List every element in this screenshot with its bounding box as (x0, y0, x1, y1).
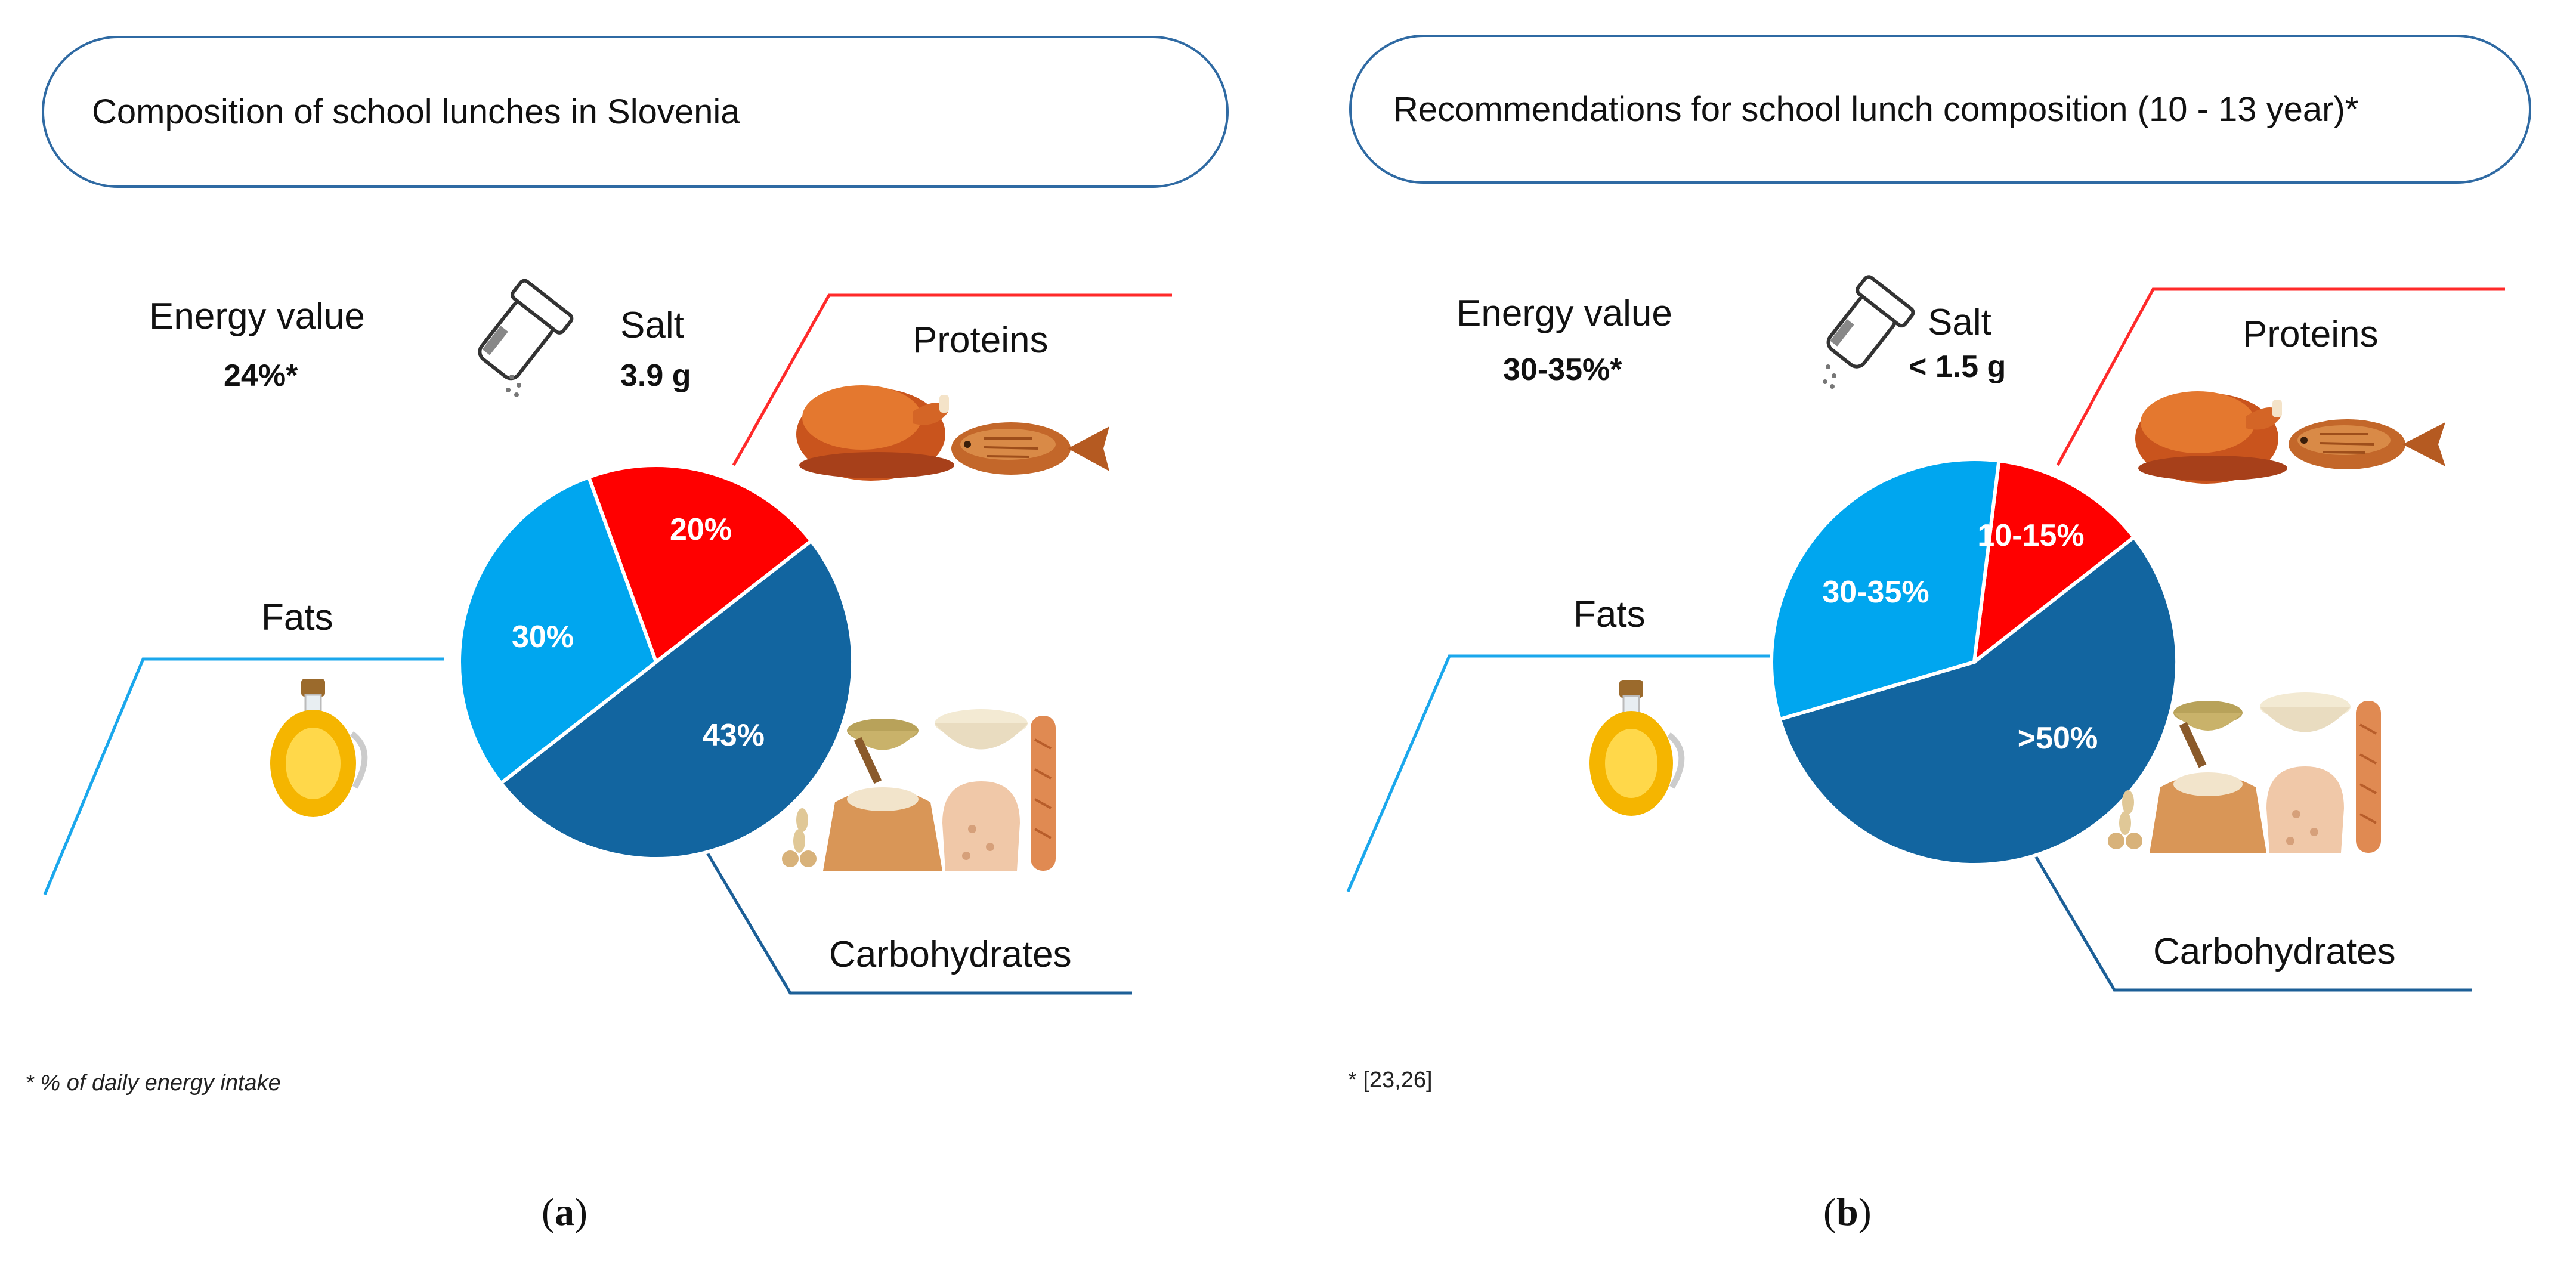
roast-chicken-icon (2135, 391, 2287, 484)
flour-sack-icon (823, 737, 942, 871)
panel-label-b: (b) (1823, 1190, 1872, 1235)
fats-label-b: Fats (1573, 593, 1646, 636)
proteins-label-b: Proteins (2243, 313, 2378, 355)
carbohydrates-label-a: Carbohydrates (829, 933, 1072, 976)
pie-b: 10-15% >50% 30-35% (1771, 459, 2177, 865)
proteins-label-a: Proteins (913, 319, 1048, 361)
fats-label-a: Fats (261, 596, 333, 639)
oil-bottle-icon (270, 679, 364, 817)
panel-b: Recommendations for school lunch composi… (1288, 0, 2576, 1262)
fats-leader-line (45, 659, 444, 895)
pie-label-fats: 30% (512, 620, 574, 654)
pie-label-fats: 30-35% (1822, 575, 1929, 610)
salt-value-b: < 1.5 g (1909, 349, 2006, 385)
pie-label-carbohydrates: 43% (703, 718, 765, 753)
oil-bottle-icon (1589, 680, 1681, 816)
flour-sack-icon (2150, 722, 2266, 853)
flour-bowl-icon (2260, 692, 2351, 732)
baguette-icon (1031, 716, 1056, 871)
energy-label-a: Energy value (149, 295, 365, 338)
energy-value-a: 24%* (224, 358, 298, 394)
flour-bowl-icon (935, 709, 1028, 750)
energy-value-b: 30-35%* (1503, 352, 1622, 388)
baguette-icon (2356, 701, 2381, 853)
fish-icon (951, 422, 1109, 475)
salt-label-b: Salt (1928, 301, 1991, 344)
salt-shaker-icon (1818, 275, 1915, 376)
bread-icon (2266, 766, 2344, 853)
salt-shaker-icon (469, 279, 574, 387)
pie-label-proteins: 10-15% (1977, 518, 2084, 553)
wheat-icon (782, 808, 817, 867)
bread-icon (942, 781, 1020, 871)
salt-value-a: 3.9 g (620, 358, 691, 394)
fats-leader-line (1348, 656, 1792, 892)
panel-label-a: (a) (542, 1190, 587, 1235)
panel-b-art: 10-15% >50% 30-35% (1288, 0, 2576, 1262)
pie-label-carbohydrates: >50% (2018, 721, 2098, 756)
footnote-b: * [23,26] (1348, 1068, 1433, 1093)
footnote-a: * % of daily energy intake (25, 1071, 281, 1096)
salt-label-a: Salt (620, 304, 684, 347)
energy-label-b: Energy value (1456, 292, 1672, 335)
pie-label-proteins: 20% (670, 512, 732, 547)
fish-icon (2289, 419, 2445, 469)
pie-a: 20% 43% 30% (459, 465, 853, 859)
roast-chicken-icon (796, 385, 954, 481)
panel-a: Composition of school lunches in Sloveni… (0, 0, 1288, 1262)
salt-grains-icon (1823, 364, 1836, 389)
carbohydrates-label-b: Carbohydrates (2153, 930, 2396, 973)
